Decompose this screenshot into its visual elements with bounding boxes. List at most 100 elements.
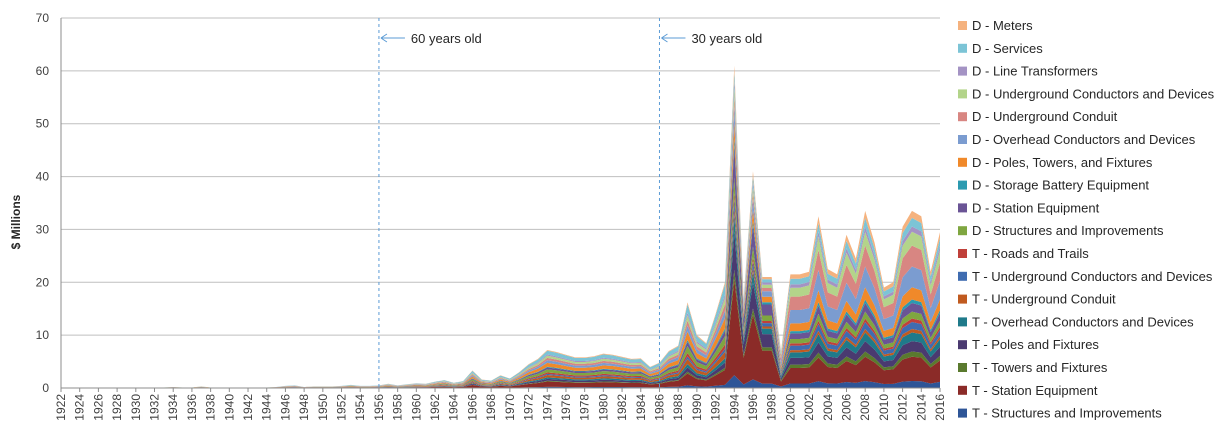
legend-swatch — [958, 43, 967, 53]
x-tick-label: 1924 — [73, 394, 87, 421]
legend-swatch — [958, 226, 967, 236]
legend-swatch — [958, 317, 967, 327]
x-tick-label: 1956 — [372, 394, 386, 421]
gridlines — [61, 17, 940, 336]
legend-label: T - Roads and Trails — [972, 246, 1089, 261]
x-tick-label: 1936 — [185, 394, 199, 421]
legend-label: T - Structures and Improvements — [972, 406, 1162, 421]
x-tick-label: 1950 — [316, 394, 330, 421]
x-tick-label: 1968 — [484, 394, 498, 421]
x-tick-label: 1992 — [709, 394, 723, 421]
x-tick-label: 1978 — [578, 394, 592, 421]
annotations: 60 years old 30 years old — [378, 18, 762, 388]
legend-label: D - Storage Battery Equipment — [972, 178, 1149, 193]
y-tick-label: 20 — [36, 275, 50, 289]
legend-label: T - Underground Conduit — [972, 292, 1116, 307]
y-axis-title: $ Millions — [9, 194, 23, 249]
x-tick-label: 1954 — [353, 394, 367, 421]
y-tick-label: 50 — [36, 117, 50, 131]
axes — [60, 18, 940, 389]
y-tick-label: 10 — [36, 328, 50, 342]
legend-label: D - Structures and Improvements — [972, 223, 1164, 238]
annotation-label: 60 years old — [411, 31, 482, 46]
area-d-underground-conductors-and-devices — [61, 87, 940, 388]
x-tick-label: 1976 — [559, 394, 573, 421]
x-tick-label: 2014 — [914, 394, 928, 421]
legend-swatch — [958, 340, 967, 350]
legend-swatch — [958, 363, 967, 372]
x-tick-label: 1982 — [615, 394, 629, 421]
y-tick-labels: 0 10 20 30 40 50 60 70 — [36, 11, 50, 395]
x-tick-label: 1932 — [148, 394, 162, 421]
y-tick-label: 40 — [36, 170, 50, 184]
x-tick-label: 2004 — [821, 394, 835, 421]
x-tick-label: 2000 — [783, 394, 797, 421]
arrow-icon — [661, 33, 686, 43]
x-tick-label: 1958 — [391, 394, 405, 421]
legend-label: T - Underground Conductors and Devices — [972, 269, 1213, 284]
x-tick-label: 1980 — [596, 394, 610, 421]
x-tick-label: 1966 — [465, 394, 479, 421]
legend-swatch — [958, 89, 967, 99]
legend-label: D - Services — [972, 41, 1043, 56]
y-tick-label: 0 — [42, 381, 49, 395]
x-tick-label: 1928 — [110, 394, 124, 421]
x-tick-label: 1990 — [690, 394, 704, 421]
x-tick-label: 1972 — [522, 394, 536, 421]
y-tick-label: 70 — [36, 11, 50, 25]
x-tick-label: 1926 — [91, 394, 105, 421]
x-tick-label: 1922 — [54, 394, 68, 421]
legend-label: D - Station Equipment — [972, 200, 1100, 215]
legend-label: D - Overhead Conductors and Devices — [972, 132, 1196, 147]
legend-label: T - Poles and Fixtures — [972, 337, 1099, 352]
x-tick-label: 1944 — [260, 394, 274, 421]
legend-swatch — [958, 21, 967, 30]
annotation-label: 30 years old — [691, 31, 762, 46]
x-tick-label: 1974 — [540, 394, 554, 421]
x-tick-label: 1940 — [222, 394, 236, 421]
legend-label: D - Underground Conductors and Devices — [972, 86, 1215, 101]
legend-label: D - Meters — [972, 18, 1033, 33]
legend-label: T - Towers and Fixtures — [972, 360, 1108, 375]
area-d-services — [61, 71, 940, 388]
legend-swatch — [958, 408, 967, 418]
legend-label: T - Overhead Conductors and Devices — [972, 314, 1194, 329]
x-tick-label: 2010 — [877, 394, 891, 421]
area-t-structures-and-improvements — [61, 375, 940, 388]
arrow-icon — [380, 33, 405, 43]
x-tick-label: 1996 — [746, 394, 760, 421]
y-tick-label: 60 — [36, 64, 50, 78]
legend-swatch — [958, 180, 967, 190]
area-d-line-transformers — [61, 81, 940, 388]
x-tick-label: 2008 — [858, 394, 872, 421]
x-tick-label: 1934 — [166, 394, 180, 421]
x-tick-label: 1986 — [652, 394, 666, 421]
legend-label: D - Underground Conduit — [972, 109, 1118, 124]
legend-swatch — [958, 66, 967, 76]
legend-label: D - Poles, Towers, and Fixtures — [972, 155, 1153, 170]
x-tick-label: 1964 — [447, 394, 461, 421]
x-tick-label: 2016 — [933, 394, 947, 421]
x-tick-label: 1938 — [204, 394, 218, 421]
x-tick-label: 1994 — [727, 394, 741, 421]
x-tick-label: 1948 — [297, 394, 311, 421]
legend-swatch — [958, 385, 967, 395]
x-tick-label: 1952 — [335, 394, 349, 421]
x-tick-label: 1930 — [129, 394, 143, 421]
stacked-area-series — [61, 65, 940, 388]
x-tick-labels: 1922 1924 1926 1928 1930 1932 1934 1936 1938 1940… — [54, 388, 947, 421]
x-tick-label: 1984 — [634, 394, 648, 421]
x-tick-label: 1942 — [241, 394, 255, 421]
legend-swatch — [958, 135, 967, 144]
legend-swatch — [958, 271, 967, 281]
x-tick-label: 2002 — [802, 394, 816, 421]
legend: D - Meters D - Services D - Line Transform… — [958, 18, 1215, 421]
legend-label: T - Station Equipment — [972, 383, 1098, 398]
x-tick-label: 1960 — [409, 394, 423, 421]
x-tick-label: 2006 — [839, 394, 853, 421]
x-tick-label: 1970 — [503, 394, 517, 421]
legend-swatch — [958, 294, 967, 304]
x-tick-label: 1962 — [428, 394, 442, 421]
legend-swatch — [958, 157, 967, 167]
